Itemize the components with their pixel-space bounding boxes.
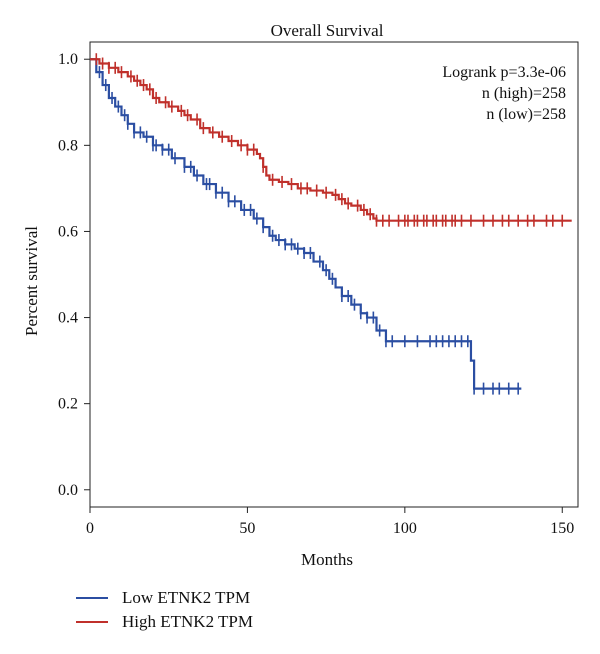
chart-title: Overall Survival	[271, 21, 384, 40]
n-low-annotation: n (low)=258	[486, 106, 566, 123]
legend-swatch-low	[76, 597, 108, 599]
x-tick-label: 100	[393, 520, 417, 537]
y-axis-label: Percent survival	[22, 226, 41, 336]
x-tick-label: 50	[239, 520, 255, 537]
y-tick-label: 0.2	[58, 396, 78, 413]
n-high-annotation: n (high)=258	[482, 85, 566, 102]
axis-ticks: 0 50 100 150 0.0 0.2 0.4 0.6 0.8 1.0	[58, 51, 574, 537]
legend-item-high: High ETNK2 TPM	[76, 610, 253, 634]
x-tick-label: 150	[550, 520, 574, 537]
legend-label-high: High ETNK2 TPM	[122, 612, 253, 631]
logrank-annotation: Logrank p=3.3e-06	[442, 64, 566, 81]
censor-marks	[95, 53, 564, 395]
x-tick-label: 0	[86, 520, 94, 537]
plot-frame	[89, 41, 579, 508]
legend-swatch-high	[76, 621, 108, 623]
survival-curve-high	[90, 58, 572, 222]
y-tick-label: 0.4	[58, 310, 78, 327]
y-tick-label: 0.6	[58, 223, 78, 240]
y-tick-label: 0.0	[58, 482, 78, 499]
survival-curve-low	[90, 58, 522, 390]
y-tick-label: 0.8	[58, 137, 78, 154]
y-tick-label: 1.0	[58, 51, 78, 68]
legend-label-low: Low ETNK2 TPM	[122, 588, 251, 607]
x-axis-label: Months	[301, 550, 353, 569]
legend-item-low: Low ETNK2 TPM	[76, 586, 253, 610]
legend: Low ETNK2 TPM High ETNK2 TPM	[76, 586, 253, 634]
